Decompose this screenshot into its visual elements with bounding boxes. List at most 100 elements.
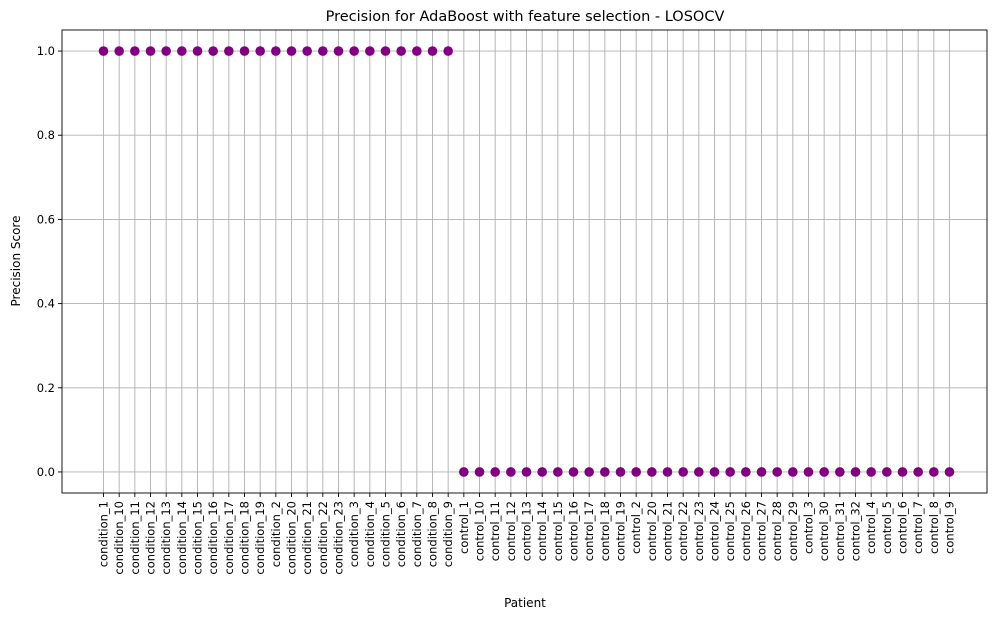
data-point xyxy=(271,46,281,56)
data-point xyxy=(600,467,610,477)
data-point xyxy=(114,46,124,56)
y-axis-ticks: 0.0 0.2 0.4 0.6 0.8 1.0 xyxy=(37,44,62,479)
x-tick-label: control_30 xyxy=(817,501,831,561)
x-tick-label: control_3 xyxy=(802,501,816,554)
data-point xyxy=(239,46,250,56)
x-tick-label: condition_22 xyxy=(316,501,330,575)
x-tick-label: control_31 xyxy=(833,501,847,561)
data-point xyxy=(145,46,156,56)
data-point xyxy=(412,46,422,56)
y-tick-label: 0.4 xyxy=(37,297,55,311)
y-tick-label: 0.8 xyxy=(37,128,55,142)
data-point xyxy=(365,46,375,56)
data-point xyxy=(490,467,500,477)
x-tick-label: control_9 xyxy=(943,501,957,554)
plot-frame xyxy=(61,29,988,494)
x-tick-label: control_8 xyxy=(927,501,941,554)
x-tick-label: control_19 xyxy=(614,501,628,561)
data-point xyxy=(427,46,438,56)
x-tick-label: control_26 xyxy=(739,501,753,561)
y-tick-label: 0.0 xyxy=(37,465,55,479)
x-tick-label: control_29 xyxy=(786,501,800,561)
x-tick-label: condition_16 xyxy=(206,501,220,575)
data-point xyxy=(772,467,782,477)
data-point xyxy=(474,467,485,477)
x-tick-label: condition_11 xyxy=(128,501,142,575)
data-point xyxy=(255,46,265,56)
x-tick-label: control_32 xyxy=(849,501,863,561)
x-tick-label: condition_13 xyxy=(159,501,173,575)
x-tick-label: condition_23 xyxy=(332,501,346,575)
data-point xyxy=(944,467,955,477)
x-tick-label: control_28 xyxy=(770,501,784,561)
x-tick-label: condition_17 xyxy=(222,501,236,575)
data-point xyxy=(286,46,297,56)
x-tick-label: condition_7 xyxy=(410,501,424,567)
x-tick-label: control_15 xyxy=(551,501,565,561)
data-point xyxy=(678,467,688,477)
data-point xyxy=(615,467,626,477)
x-tick-label: control_23 xyxy=(692,501,706,561)
x-tick-label: condition_19 xyxy=(253,501,267,575)
x-tick-label: control_4 xyxy=(864,501,878,554)
x-tick-label: condition_6 xyxy=(394,501,408,567)
x-tick-label: control_16 xyxy=(567,501,581,561)
x-tick-label: control_5 xyxy=(880,501,894,554)
x-tick-label: control_24 xyxy=(708,501,722,561)
x-tick-label: condition_5 xyxy=(379,501,393,567)
x-tick-label: control_12 xyxy=(504,501,518,561)
x-tick-label: control_21 xyxy=(661,501,675,561)
x-tick-label: condition_12 xyxy=(144,501,158,575)
data-point xyxy=(835,467,845,477)
y-tick-label: 0.6 xyxy=(37,212,55,226)
data-point xyxy=(647,467,657,477)
x-tick-label: condition_15 xyxy=(191,501,205,575)
x-tick-label: condition_18 xyxy=(238,501,252,575)
data-point xyxy=(302,46,312,56)
data-point xyxy=(882,467,892,477)
data-point xyxy=(506,467,516,477)
x-tick-label: condition_8 xyxy=(426,501,440,567)
x-tick-label: condition_9 xyxy=(441,501,455,567)
x-tick-label: control_20 xyxy=(645,501,659,561)
data-point xyxy=(177,46,187,56)
x-tick-label: control_6 xyxy=(896,501,910,554)
x-tick-label: control_7 xyxy=(911,501,925,554)
data-point xyxy=(741,467,751,477)
x-tick-label: control_22 xyxy=(676,501,690,561)
data-point xyxy=(866,467,876,477)
x-tick-label: condition_4 xyxy=(363,501,377,567)
x-axis-label: Patient xyxy=(504,596,546,610)
x-tick-label: condition_20 xyxy=(285,501,299,575)
data-point xyxy=(130,46,140,56)
x-tick-label: condition_1 xyxy=(97,501,111,567)
data-point xyxy=(819,467,829,477)
x-tick-label: condition_21 xyxy=(300,501,314,575)
x-tick-label: control_14 xyxy=(535,501,549,561)
data-point xyxy=(929,467,939,477)
x-tick-label: control_2 xyxy=(629,501,643,554)
data-point xyxy=(850,467,861,477)
data-points xyxy=(98,46,955,477)
data-point xyxy=(333,46,344,56)
y-axis-label: Precision Score xyxy=(9,216,23,307)
x-tick-label: condition_3 xyxy=(347,501,361,567)
data-point xyxy=(537,467,547,477)
data-point xyxy=(396,46,406,56)
data-point xyxy=(803,467,814,477)
x-tick-label: condition_10 xyxy=(112,501,126,575)
x-tick-label: control_11 xyxy=(488,501,502,561)
x-tick-label: condition_2 xyxy=(269,501,283,567)
x-tick-label: control_10 xyxy=(473,501,487,561)
data-point xyxy=(568,467,579,477)
x-tick-label: control_1 xyxy=(457,501,471,554)
x-tick-label: control_13 xyxy=(520,501,534,561)
data-point xyxy=(224,46,234,56)
data-point xyxy=(443,46,453,56)
data-point xyxy=(192,46,203,56)
data-point xyxy=(318,46,328,56)
y-tick-label: 1.0 xyxy=(37,44,55,58)
x-tick-label: control_27 xyxy=(755,501,769,561)
